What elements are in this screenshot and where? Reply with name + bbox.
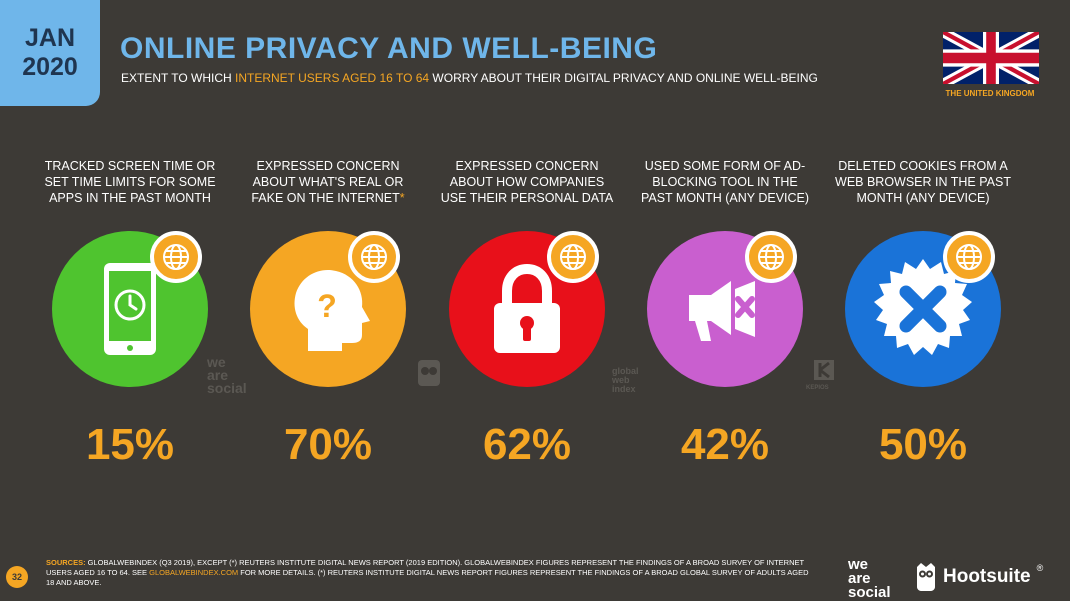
subtitle-pre: EXTENT TO WHICH (121, 71, 236, 85)
globe-icon (943, 231, 995, 283)
page-title: ONLINE PRIVACY AND WELL-BEING (120, 32, 658, 65)
country-label: THE UNITED KINGDOM (945, 89, 1035, 98)
page-subtitle: EXTENT TO WHICH INTERNET USERS AGED 16 T… (121, 71, 818, 85)
uk-flag-icon (943, 32, 1039, 84)
hootsuite-wordmark: Hootsuite (943, 566, 1031, 587)
svg-text:?: ? (317, 288, 337, 324)
stat-value: 15% (85, 420, 175, 469)
kepios-watermark-text: KEPIOS (806, 385, 829, 391)
sources-text-2: FOR MORE DETAILS. (*) REUTERS INSTITUTE … (46, 568, 809, 587)
sources-footnote: SOURCES: GLOBALWEBINDEX (Q3 2019), EXCEP… (46, 558, 816, 588)
globe-icon (150, 231, 202, 283)
page-number: 32 (6, 566, 28, 588)
stat-asterisk: * (399, 191, 405, 205)
stat-label-text: EXPRESSED CONCERN ABOUT WHAT'S REAL OR F… (251, 159, 404, 205)
cookie-cross-icon (874, 259, 972, 355)
kepios-watermark-icon (814, 360, 834, 380)
stat-personal-data: EXPRESSED CONCERN ABOUT HOW COMPANIES US… (437, 158, 617, 469)
globe-icon (547, 231, 599, 283)
hootsuite-logo: Hootsuite ® (915, 563, 1043, 591)
stat-value: 62% (482, 420, 572, 469)
badge-month: JAN (24, 24, 75, 52)
date-badge: JAN 2020 (0, 0, 100, 106)
megaphone-blocked-icon (689, 281, 755, 341)
badge-year: 2020 (22, 53, 78, 81)
globe-icon (745, 231, 797, 283)
we-are-social-logo: we are social (848, 556, 891, 601)
subtitle-post: WORRY ABOUT THEIR DIGITAL PRIVACY AND ON… (429, 71, 818, 85)
stat-value: 50% (878, 420, 968, 469)
smartphone-clock-icon (104, 263, 156, 355)
question-head-icon: ? (294, 269, 370, 351)
we-are-social-watermark: we are social (207, 354, 247, 396)
registered-mark: ® (1036, 563, 1044, 573)
stat-ad-blocking: USED SOME FORM OF AD-BLOCKING TOOL IN TH… (635, 158, 815, 469)
owl-watermark-icon (418, 360, 440, 386)
gwi-watermark: global web index (612, 366, 639, 394)
stat-label: DELETED COOKIES FROM A WEB BROWSER IN TH… (835, 159, 1011, 205)
stat-screen-time: TRACKED SCREEN TIME OR SET TIME LIMITS F… (40, 158, 220, 469)
stat-label: USED SOME FORM OF AD-BLOCKING TOOL IN TH… (640, 159, 810, 205)
globe-icon (348, 231, 400, 283)
stat-label: TRACKED SCREEN TIME OR SET TIME LIMITS F… (44, 159, 216, 205)
padlock-icon (494, 263, 560, 353)
stat-label: EXPRESSED CONCERN ABOUT HOW COMPANIES US… (440, 159, 614, 205)
subtitle-highlight: INTERNET USERS AGED 16 TO 64 (235, 71, 430, 85)
stat-value: 42% (680, 420, 770, 469)
sources-label: SOURCES: (46, 558, 86, 567)
stat-real-or-fake: EXPRESSED CONCERN ABOUT WHAT'S REAL OR F… (238, 158, 418, 469)
sources-text-1: GLOBALWEBINDEX (Q3 2019), EXCEPT (*) REU… (46, 558, 804, 577)
owl-icon (917, 563, 935, 591)
stat-label: EXPRESSED CONCERN ABOUT WHAT'S REAL OR F… (238, 158, 418, 218)
sources-link[interactable]: GLOBALWEBINDEX.COM (149, 568, 239, 577)
stat-value: 70% (283, 420, 373, 469)
stat-deleted-cookies: DELETED COOKIES FROM A WEB BROWSER IN TH… (833, 158, 1013, 469)
